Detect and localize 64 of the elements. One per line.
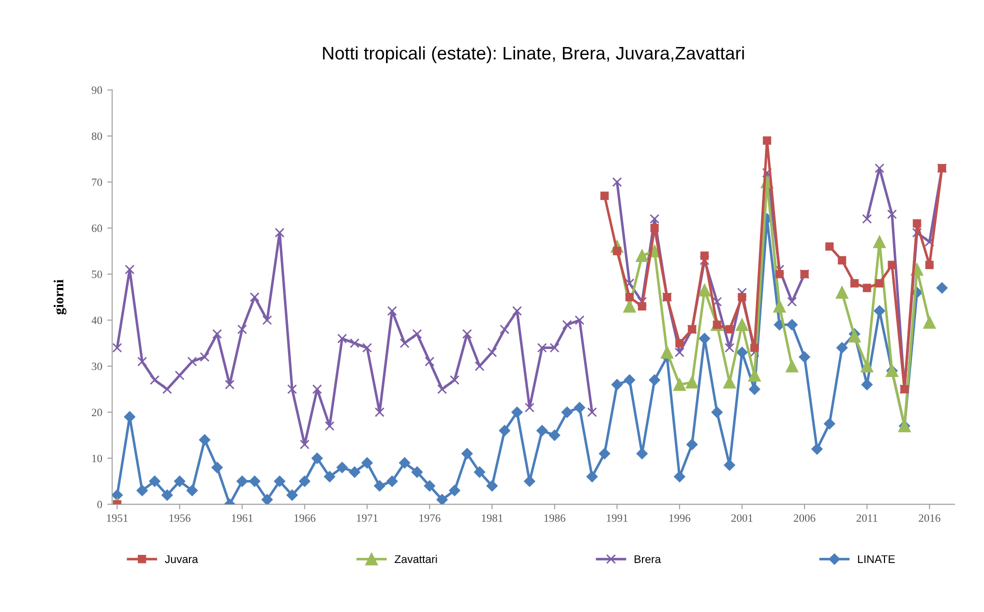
point bbox=[860, 360, 874, 372]
x-tick-label: 1966 bbox=[294, 514, 316, 522]
x-tick-label: 1951 bbox=[107, 514, 128, 522]
x-tick-label: 1976 bbox=[419, 514, 440, 522]
point bbox=[873, 236, 886, 248]
point bbox=[925, 260, 934, 270]
point bbox=[673, 378, 686, 391]
point bbox=[725, 325, 734, 334]
point bbox=[762, 136, 772, 145]
legend-label: LINATE bbox=[858, 555, 895, 563]
point bbox=[650, 224, 659, 232]
x-tick-label: 1991 bbox=[606, 514, 628, 522]
point bbox=[786, 360, 798, 372]
point bbox=[723, 376, 736, 389]
y-tick-label: 0 bbox=[97, 500, 102, 508]
y-tick-label: 70 bbox=[92, 178, 102, 186]
point bbox=[736, 318, 748, 331]
y-tick-label: 80 bbox=[92, 132, 102, 140]
point bbox=[660, 346, 674, 359]
y-tick-label: 40 bbox=[92, 316, 102, 324]
point bbox=[773, 300, 786, 313]
point bbox=[638, 302, 646, 310]
point bbox=[888, 260, 896, 270]
point bbox=[686, 376, 698, 389]
y-tick-label: 20 bbox=[92, 408, 102, 416]
point bbox=[750, 344, 759, 352]
x-tick-label: 2016 bbox=[918, 514, 940, 522]
x-tick-label: 1961 bbox=[232, 514, 253, 522]
legend-label: Zavattari bbox=[394, 554, 437, 564]
x-tick-label: 1986 bbox=[544, 514, 566, 522]
legend-label: Juvara bbox=[164, 555, 198, 564]
y-tick-label: 90 bbox=[92, 86, 102, 94]
legend-label: Brera bbox=[634, 555, 661, 564]
point bbox=[825, 242, 834, 251]
x-tick-label: 2011 bbox=[856, 514, 878, 522]
point bbox=[600, 192, 609, 200]
point bbox=[862, 284, 872, 292]
point bbox=[850, 279, 859, 288]
x-tick-label: 1956 bbox=[170, 514, 190, 522]
y-tick-label: 60 bbox=[92, 224, 102, 232]
point bbox=[612, 246, 622, 256]
y-tick-label: 10 bbox=[92, 454, 102, 462]
y-tick-label: 30 bbox=[92, 362, 102, 370]
point bbox=[923, 316, 936, 329]
point bbox=[675, 338, 684, 348]
x-tick-label: 2006 bbox=[794, 514, 816, 522]
x-tick-label: 1996 bbox=[669, 514, 690, 522]
point bbox=[738, 292, 746, 302]
x-tick-label: 2001 bbox=[731, 514, 752, 522]
point bbox=[700, 252, 709, 260]
point bbox=[836, 286, 848, 299]
point bbox=[698, 284, 711, 296]
x-tick-label: 1981 bbox=[482, 514, 503, 522]
point bbox=[875, 279, 884, 288]
point bbox=[848, 330, 861, 343]
y-axis-title: giorni bbox=[54, 280, 66, 315]
point bbox=[775, 270, 784, 278]
y-tick-label: 50 bbox=[92, 270, 102, 278]
point bbox=[636, 249, 648, 262]
point bbox=[838, 256, 846, 264]
point bbox=[912, 219, 922, 228]
chart-title: Notti tropicali (estate): Linate, Brera, Juvara,Zavattari bbox=[323, 46, 744, 64]
point bbox=[625, 292, 634, 302]
x-tick-label: 1971 bbox=[356, 514, 378, 522]
